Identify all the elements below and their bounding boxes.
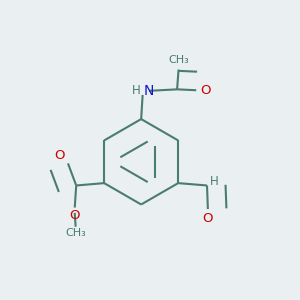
- Text: O: O: [70, 209, 80, 222]
- Text: H: H: [131, 84, 140, 97]
- Text: H: H: [210, 176, 219, 188]
- Text: CH₃: CH₃: [65, 228, 86, 238]
- Text: CH₃: CH₃: [168, 55, 189, 65]
- Text: O: O: [55, 149, 65, 162]
- Text: O: O: [202, 212, 213, 225]
- Text: N: N: [143, 84, 154, 98]
- Text: O: O: [200, 84, 210, 97]
